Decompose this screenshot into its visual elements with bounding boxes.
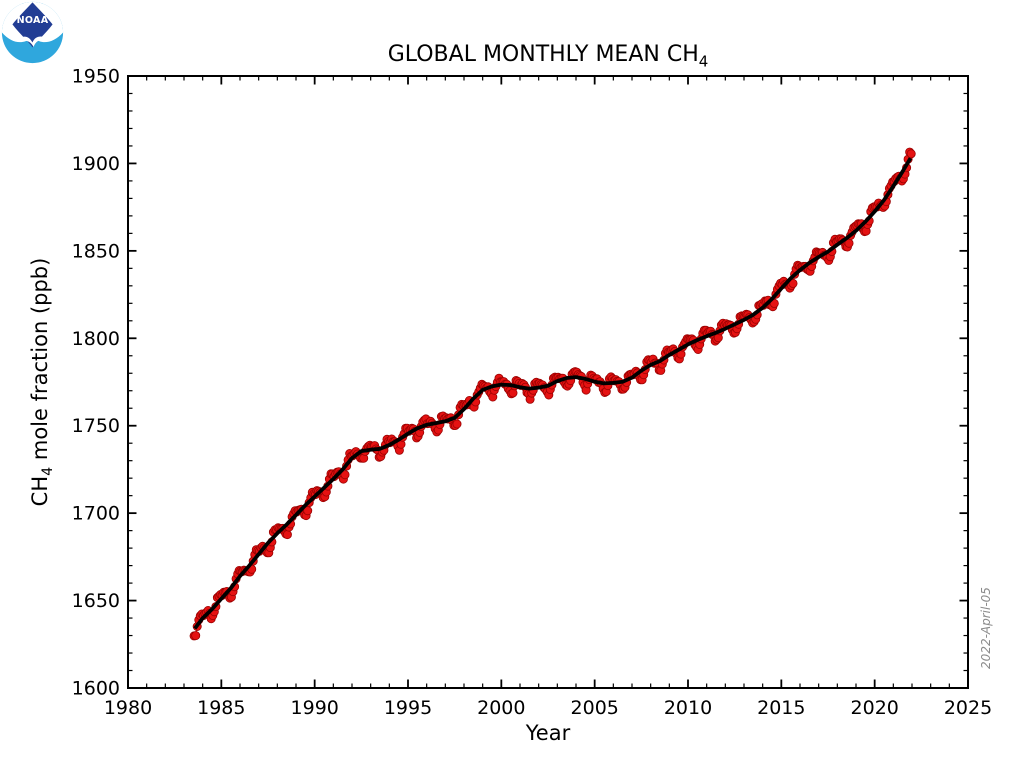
monthly-mean-point	[788, 278, 798, 288]
x-tick-label: 2020	[851, 697, 899, 719]
x-tick-label: 2010	[664, 697, 712, 719]
monthly-mean-point	[282, 530, 292, 540]
y-axis-title-post: mole fraction (ppb)	[27, 257, 52, 467]
monthly-mean-point	[191, 631, 201, 641]
x-tick-label: 1985	[197, 697, 245, 719]
y-axis-title: CH4 mole fraction (ppb)	[28, 258, 56, 507]
x-tick-label: 2015	[757, 697, 805, 719]
x-tick-label: 2025	[944, 697, 992, 719]
chart-title-text: GLOBAL MONTHLY MEAN CH	[387, 42, 699, 67]
plot-border	[127, 75, 969, 689]
noaa-logo: NOAA	[1, 1, 64, 64]
y-axis-title-subscript: 4	[40, 466, 57, 476]
y-tick-label: 1750	[72, 415, 120, 437]
monthly-mean-point	[452, 419, 462, 429]
axis-ticks	[127, 75, 969, 689]
y-axis-title-pre: CH	[27, 475, 52, 507]
y-tick-label: 1600	[72, 678, 120, 700]
y-tick-labels: 1600 1650 1700 1750 1800 1850 1900 1950	[72, 66, 120, 700]
x-tick-label: 2000	[477, 697, 525, 719]
noaa-kite	[12, 2, 53, 48]
monthly-mean-series	[189, 147, 916, 641]
x-tick-label: 2005	[571, 697, 619, 719]
y-tick-label: 1850	[72, 240, 120, 262]
y-tick-label: 1900	[72, 153, 120, 175]
y-tick-label: 1700	[72, 503, 120, 525]
trend-series	[193, 157, 913, 630]
monthly-mean-point	[906, 149, 916, 159]
x-tick-label: 1990	[291, 697, 339, 719]
x-axis-title: Year	[525, 721, 571, 745]
y-tick-label: 1650	[72, 590, 120, 612]
x-tick-labels: 1980 1985 1990 1995 2000 2005 2010 2015 2020 2025	[104, 697, 992, 719]
x-tick-label: 1980	[104, 697, 152, 719]
chart-title: GLOBAL MONTHLY MEAN CH4	[128, 42, 968, 70]
x-tick-label: 1995	[384, 697, 432, 719]
y-tick-label: 1950	[72, 66, 120, 88]
trend-line	[193, 157, 913, 630]
date-watermark: 2022-April-05	[979, 587, 993, 669]
monthly-mean-point	[340, 470, 350, 480]
y-tick-label: 1800	[72, 328, 120, 350]
noaa-gull-icon	[15, 36, 50, 47]
monthly-mean-point	[769, 298, 779, 308]
noaa-logo-text: NOAA	[17, 15, 49, 26]
chart-title-subscript: 4	[698, 52, 709, 71]
